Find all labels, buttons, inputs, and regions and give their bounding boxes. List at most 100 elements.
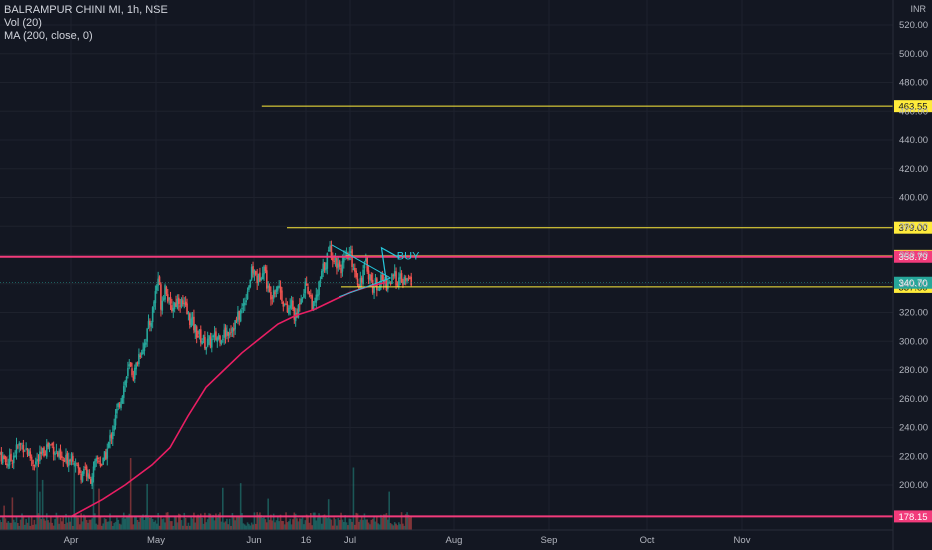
volume-bar xyxy=(66,522,69,530)
candle-body xyxy=(299,303,301,305)
candle-body xyxy=(139,355,142,358)
candle-body xyxy=(206,338,209,347)
volume-bar xyxy=(114,521,117,530)
volume-bar xyxy=(179,514,181,530)
volume-bar xyxy=(158,525,161,530)
symbol-title[interactable]: BALRAMPUR CHINI MI, 1h, NSE xyxy=(4,4,168,16)
candle-body xyxy=(213,332,216,337)
candle-body xyxy=(365,258,367,262)
volume-bar xyxy=(125,516,128,530)
volume-bar xyxy=(208,513,210,530)
volume-bar xyxy=(176,522,179,530)
volume-bar xyxy=(257,514,260,530)
volume-bar xyxy=(215,513,217,530)
candle-body xyxy=(205,346,208,350)
candle-body xyxy=(106,448,109,459)
ma-indicator-label[interactable]: MA (200, close, 0) xyxy=(4,30,93,42)
volume-bar xyxy=(135,516,137,530)
volume-bar xyxy=(139,517,142,530)
candle-body xyxy=(88,474,91,479)
volume-bar xyxy=(48,522,51,530)
candle-body xyxy=(113,425,115,431)
candle-body xyxy=(127,368,129,376)
volume-bar xyxy=(370,519,373,530)
candle-body xyxy=(253,269,256,275)
volume-bar xyxy=(110,521,113,530)
candle-body xyxy=(246,291,249,300)
candle-body xyxy=(327,250,330,252)
candle-body xyxy=(378,286,381,291)
volume-bar xyxy=(376,516,378,530)
volume-bar xyxy=(301,517,304,530)
candle-body xyxy=(312,301,315,311)
price-tick-label: 480.00 xyxy=(899,78,928,89)
volume-bar xyxy=(345,522,348,530)
volume-bar xyxy=(242,523,245,530)
candle-body xyxy=(400,273,403,283)
price-axis[interactable]: 200.00 220.00 240.00 260.00 280.00 300.00 320.… xyxy=(892,0,928,550)
level-price-label: 358.79 xyxy=(898,252,927,263)
candle-body xyxy=(7,464,10,467)
volume-bar xyxy=(164,522,166,530)
volume-bar xyxy=(223,522,225,530)
candle-body xyxy=(314,301,316,303)
volume-bar xyxy=(285,512,287,530)
volume-bar xyxy=(99,515,102,530)
volume-bar xyxy=(22,516,25,530)
candle-body xyxy=(166,294,169,302)
candle-body xyxy=(216,337,219,342)
volume-bar xyxy=(175,517,177,530)
chart-legend: BALRAMPUR CHINI MI, 1h, NSE Vol (20) MA … xyxy=(4,4,168,43)
candle-body xyxy=(172,307,175,312)
candle-body xyxy=(201,341,203,345)
volume-bar xyxy=(76,517,78,530)
candle-body xyxy=(232,328,235,331)
volume-bar xyxy=(311,525,313,530)
candle-body xyxy=(6,463,8,466)
candle-body xyxy=(264,267,267,272)
candle-body xyxy=(250,266,253,280)
volume-bar xyxy=(95,523,98,530)
volume-indicator-label[interactable]: Vol (20) xyxy=(4,17,42,29)
candle-body xyxy=(290,300,293,307)
breakout-arrow xyxy=(380,246,400,280)
candle-body xyxy=(122,386,125,398)
volume-bar xyxy=(259,512,261,530)
volume-bar xyxy=(274,522,276,530)
candle-body xyxy=(21,443,23,445)
candle-body xyxy=(30,456,33,460)
candle-body xyxy=(197,336,199,338)
volume-bar xyxy=(243,524,246,530)
candle-body xyxy=(117,403,120,407)
volume-bar xyxy=(407,514,410,530)
candle-body xyxy=(234,320,236,330)
candle-body xyxy=(210,338,213,348)
volume-bar xyxy=(333,517,335,530)
volume-bar xyxy=(275,520,278,530)
volume-bar xyxy=(58,523,60,530)
volume-bar xyxy=(232,517,235,530)
price-tick-label: 220.00 xyxy=(899,451,928,462)
time-axis[interactable]: Apr May Jun 16 Jul Aug Sep Oct Nov xyxy=(0,529,893,546)
candle-body xyxy=(237,311,239,322)
volume-bar xyxy=(171,521,173,530)
candle-body xyxy=(151,307,154,323)
candle-body xyxy=(209,336,212,347)
candle-body xyxy=(283,304,286,306)
volume-bar xyxy=(51,522,54,530)
volume-bar xyxy=(109,513,111,530)
candle-body xyxy=(29,451,32,458)
volume-bar xyxy=(336,525,338,530)
candle-body xyxy=(191,317,194,320)
currency-label[interactable]: INR xyxy=(910,4,927,14)
candle-body xyxy=(65,455,67,461)
price-tick-label: 320.00 xyxy=(899,308,928,319)
volume-bar xyxy=(250,522,253,530)
candle-body xyxy=(217,335,220,340)
candle-body xyxy=(212,335,214,338)
candle-body xyxy=(343,256,345,263)
volume-bar xyxy=(334,519,337,530)
volume-bar xyxy=(212,514,214,530)
candle-body xyxy=(114,414,117,426)
